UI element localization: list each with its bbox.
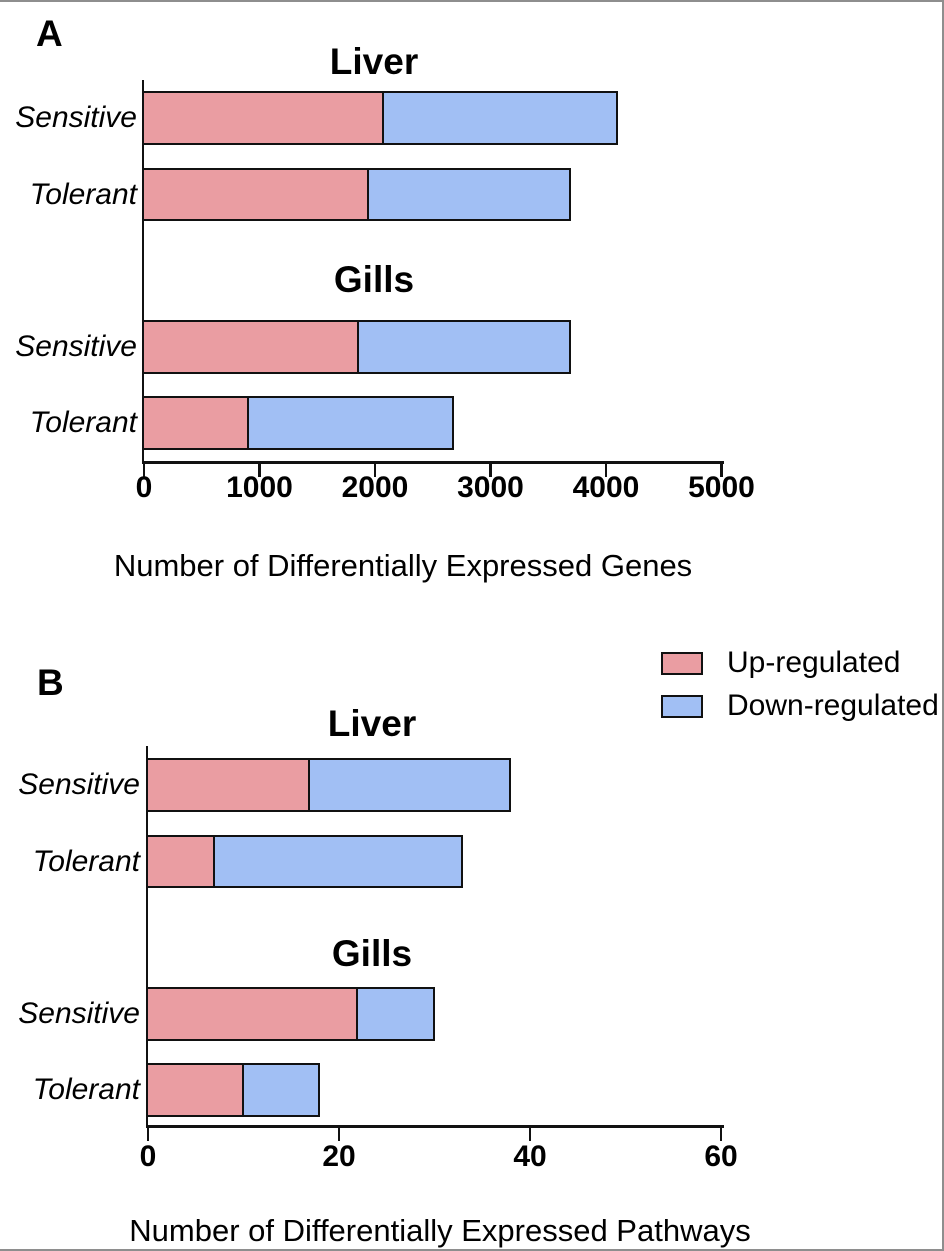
down-regulated-segment (367, 170, 570, 219)
legend-label-down-regulated: Down-regulated (727, 689, 939, 722)
up-regulated-swatch (661, 651, 703, 675)
up-regulated-segment (148, 837, 213, 886)
category-label-gills-tolerant-a: Tolerant (29, 406, 137, 439)
x-tick-label-b-60: 60 (704, 1140, 738, 1173)
category-label-gills-sensitive-b: Sensitive (18, 997, 140, 1030)
x-tick-label-a-2000: 2000 (341, 471, 409, 504)
bar-liver-sensitive-a (142, 91, 618, 145)
down-regulated-segment (212, 837, 462, 886)
bar-gills-sensitive-a (142, 320, 572, 374)
x-axis-tick-a (258, 461, 261, 477)
x-axis-tick-a (489, 461, 492, 477)
panel-a-label: A (36, 13, 63, 54)
panel-b-label: B (37, 662, 64, 703)
bar-gills-tolerant-a (142, 396, 454, 450)
x-tick-label-a-0: 0 (135, 471, 153, 504)
down-regulated-segment (356, 989, 433, 1039)
down-regulated-segment (308, 760, 509, 810)
group-title-gills-a: Gills (333, 259, 415, 300)
x-tick-label-b-40: 40 (513, 1140, 547, 1173)
x-tick-label-b-20: 20 (322, 1140, 356, 1173)
group-title-gills-b: Gills (331, 933, 413, 974)
up-regulated-segment (144, 170, 368, 219)
group-title-liver-a: Liver (329, 41, 419, 82)
bar-liver-tolerant-a (142, 168, 572, 221)
x-tick-label-a-4000: 4000 (572, 471, 640, 504)
up-regulated-segment (148, 989, 357, 1039)
legend-item-down-regulated: Down-regulated (661, 691, 939, 721)
up-regulated-segment (148, 760, 309, 810)
legend-label-up-regulated: Up-regulated (727, 646, 901, 679)
down-regulated-segment (247, 398, 452, 448)
category-label-gills-tolerant-b: Tolerant (32, 1073, 140, 1106)
up-regulated-segment (144, 398, 248, 448)
x-axis-tick-a (720, 461, 723, 477)
x-axis-tick-b (528, 1125, 532, 1141)
legend-item-up-regulated: Up-regulated (661, 648, 900, 678)
category-label-liver-sensitive-a: Sensitive (15, 101, 137, 134)
y-axis-line-a (141, 80, 144, 464)
down-regulated-segment (382, 93, 616, 143)
x-axis-line-b (145, 1125, 724, 1128)
bar-liver-tolerant-b (146, 835, 464, 888)
bar-gills-sensitive-b (146, 987, 435, 1041)
bar-gills-tolerant-b (146, 1063, 320, 1117)
x-axis-title-b: Number of Differentially Expressed Pathw… (129, 1213, 751, 1248)
y-axis-line-b (145, 746, 148, 1128)
up-regulated-segment (144, 322, 357, 372)
category-label-liver-tolerant-a: Tolerant (29, 177, 137, 211)
x-axis-tick-b (337, 1125, 341, 1141)
category-label-liver-sensitive-b: Sensitive (18, 768, 140, 801)
down-regulated-swatch (661, 694, 703, 718)
group-title-liver-b: Liver (327, 703, 417, 744)
x-tick-label-a-3000: 3000 (457, 471, 524, 504)
x-tick-label-b-0: 0 (139, 1140, 157, 1173)
x-tick-label-a-5000: 5000 (688, 471, 755, 504)
down-regulated-segment (241, 1065, 318, 1115)
bar-liver-sensitive-b (146, 758, 511, 812)
x-axis-tick-b (719, 1125, 723, 1141)
category-label-gills-sensitive-a: Sensitive (15, 330, 137, 363)
x-tick-label-a-1000: 1000 (226, 471, 293, 504)
x-axis-tick-a (373, 461, 377, 477)
up-regulated-segment (144, 93, 383, 143)
up-regulated-segment (148, 1065, 242, 1115)
x-axis-tick-b (146, 1125, 150, 1141)
x-axis-line-a (141, 461, 724, 464)
x-axis-title-a: Number of Differentially Expressed Genes (113, 548, 693, 583)
down-regulated-segment (356, 322, 570, 372)
category-label-liver-tolerant-b: Tolerant (32, 844, 140, 878)
x-axis-tick-a (604, 461, 608, 477)
x-axis-tick-a (142, 461, 146, 477)
